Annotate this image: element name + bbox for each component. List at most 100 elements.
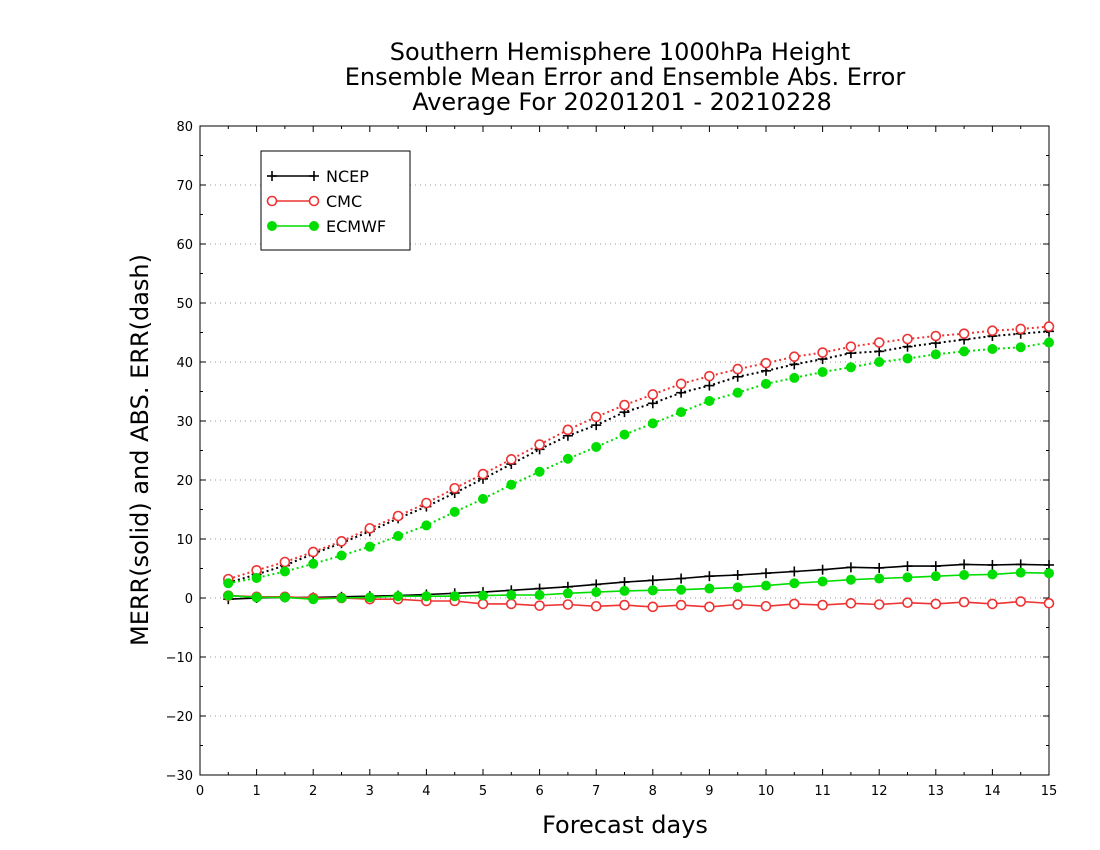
series-ecmwf-merr-point — [761, 580, 771, 591]
series-ncep-abs-err-point — [704, 380, 715, 391]
series-ecmwf-merr-point — [817, 576, 828, 587]
legend-entry-ncep: NCEP — [267, 167, 369, 186]
series-ncep-merr-point — [930, 561, 941, 572]
series-cmc-abs-err-point — [279, 556, 291, 568]
series-ecmwf-abs-err-point — [930, 349, 941, 360]
x-tick-label: 15 — [1041, 784, 1058, 799]
series-cmc-abs-err-point — [307, 546, 319, 558]
legend-marker-cmc — [266, 195, 278, 207]
series-cmc-abs-err-point — [364, 523, 376, 534]
series-cmc-merr-point — [534, 600, 545, 611]
x-axis-ticks: 0 1 2 3 4 5 6 7 8 9 10 11 12 13 14 15 — [196, 126, 1057, 799]
series-ecmwf-abs-err-point — [1044, 337, 1054, 348]
series-cmc-merr-point — [987, 598, 998, 610]
y-axis-ticks: −30 −20 −10 0 10 20 30 40 50 60 70 80 — [166, 120, 1049, 784]
x-tick-label: 14 — [984, 784, 1001, 799]
series-ecmwf-abs-err-point — [676, 407, 687, 418]
series-ecmwf-abs-err-point — [1015, 342, 1026, 353]
series-cmc-abs-err-point — [760, 357, 772, 369]
series-ecmwf-abs-err-point — [506, 479, 517, 490]
series-ncep-merr-point — [732, 569, 743, 580]
legend-marker-ecmwf — [267, 221, 277, 231]
series-ecmwf-abs-err-point — [619, 429, 630, 440]
x-tick-label: 3 — [366, 784, 374, 799]
series-ecmwf-abs-err-point — [817, 367, 828, 378]
y-tick-label: −20 — [166, 710, 193, 725]
series-cmc-abs-err-point — [534, 439, 545, 450]
series-ecmwf-merr-point — [902, 572, 913, 583]
series-ecmwf-abs-err-point — [478, 493, 488, 504]
series-ecmwf-abs-err-point — [562, 453, 573, 464]
y-tick-label: 30 — [176, 415, 193, 430]
series-ncep-merr-point — [647, 575, 658, 586]
series-ncep-merr-point — [874, 562, 885, 573]
title-line-1: Southern Hemisphere 1000hPa Height — [390, 38, 850, 66]
y-tick-label: 60 — [176, 238, 193, 253]
series-cmc-abs-err-point — [1015, 323, 1027, 335]
legend-marker-ecmwf — [309, 221, 319, 231]
series-cmc-merr-point — [732, 599, 744, 610]
series-cmc-merr-point — [1015, 596, 1027, 607]
series-ecmwf-abs-err-point — [704, 395, 715, 406]
series-ecmwf-abs-err-point — [279, 566, 290, 577]
series-ecmwf-abs-err-point — [761, 378, 771, 389]
x-tick-label: 6 — [535, 784, 543, 799]
series-cmc-abs-err-point — [392, 510, 404, 522]
series-ecmwf-merr-point — [336, 593, 347, 603]
series-ecmwf-merr-point — [1044, 568, 1054, 579]
x-tick-label: 10 — [758, 784, 775, 799]
y-tick-label: 20 — [176, 474, 193, 489]
series-cmc-abs-err-point — [619, 399, 630, 411]
series-ncep-merr-point — [704, 571, 715, 582]
y-tick-label: −10 — [166, 651, 193, 666]
series-cmc-merr-point — [873, 599, 885, 610]
series-ecmwf-merr-point — [478, 590, 488, 601]
series-cmc-abs-err-point — [449, 482, 461, 494]
series-ncep-merr-point — [676, 573, 687, 584]
x-tick-label: 4 — [422, 784, 430, 799]
series-cmc-abs-err-point — [562, 424, 574, 436]
x-tick-label: 11 — [814, 784, 831, 799]
series-ecmwf-merr-point — [393, 591, 404, 602]
series-cmc-merr-point — [902, 597, 913, 609]
series-cmc-merr-point — [1043, 598, 1055, 609]
series-cmc-merr-point — [562, 599, 574, 610]
y-tick-label: 70 — [176, 179, 193, 194]
y-tick-label: 0 — [185, 592, 193, 607]
series-cmc — [223, 321, 1055, 613]
y-tick-label: 40 — [176, 356, 193, 371]
legend: NCEP CMC ECMWF — [260, 150, 411, 251]
series-ecmwf-abs-err-point — [591, 441, 602, 452]
series-ecmwf-abs-err-point — [421, 520, 432, 531]
series-ecmwf-abs-err-point — [647, 418, 658, 429]
series-ncep — [223, 326, 1054, 605]
series-ecmwf-abs-err-point — [534, 466, 545, 477]
series-ecmwf-merr-point — [308, 594, 319, 605]
series-ecmwf-abs-err-point — [251, 572, 262, 583]
series-cmc-merr-point — [675, 599, 687, 611]
series-ncep-abs-err-point — [676, 387, 687, 398]
x-tick-label: 1 — [252, 784, 260, 799]
series-ecmwf-merr-point — [959, 569, 970, 580]
series-ecmwf-abs-err-point — [336, 550, 347, 561]
legend-entry-cmc: CMC — [266, 192, 362, 211]
series-ecmwf-merr-point — [676, 584, 687, 595]
series-ecmwf-merr-point — [279, 592, 290, 603]
y-axis-title: MERR(solid) and ABS. ERR(dash) — [126, 254, 154, 646]
series-cmc-merr-point — [590, 600, 602, 612]
x-tick-label: 12 — [871, 784, 888, 799]
series-ecmwf-merr-point — [449, 591, 460, 602]
chart-title: Southern Hemisphere 1000hPa Height Ensem… — [345, 38, 906, 116]
series-cmc-merr-point — [817, 599, 828, 611]
series-cmc-merr-point — [760, 600, 772, 612]
series-ncep-merr-point — [761, 568, 771, 579]
x-tick-label: 9 — [705, 784, 713, 799]
series-cmc-abs-err-point — [845, 341, 857, 352]
series-cmc-abs-err-point — [704, 370, 715, 382]
series-cmc-merr-point — [477, 598, 489, 610]
y-tick-label: 10 — [176, 533, 193, 548]
series-cmc-abs-err-line — [228, 325, 1050, 581]
y-tick-label: −30 — [166, 769, 193, 784]
